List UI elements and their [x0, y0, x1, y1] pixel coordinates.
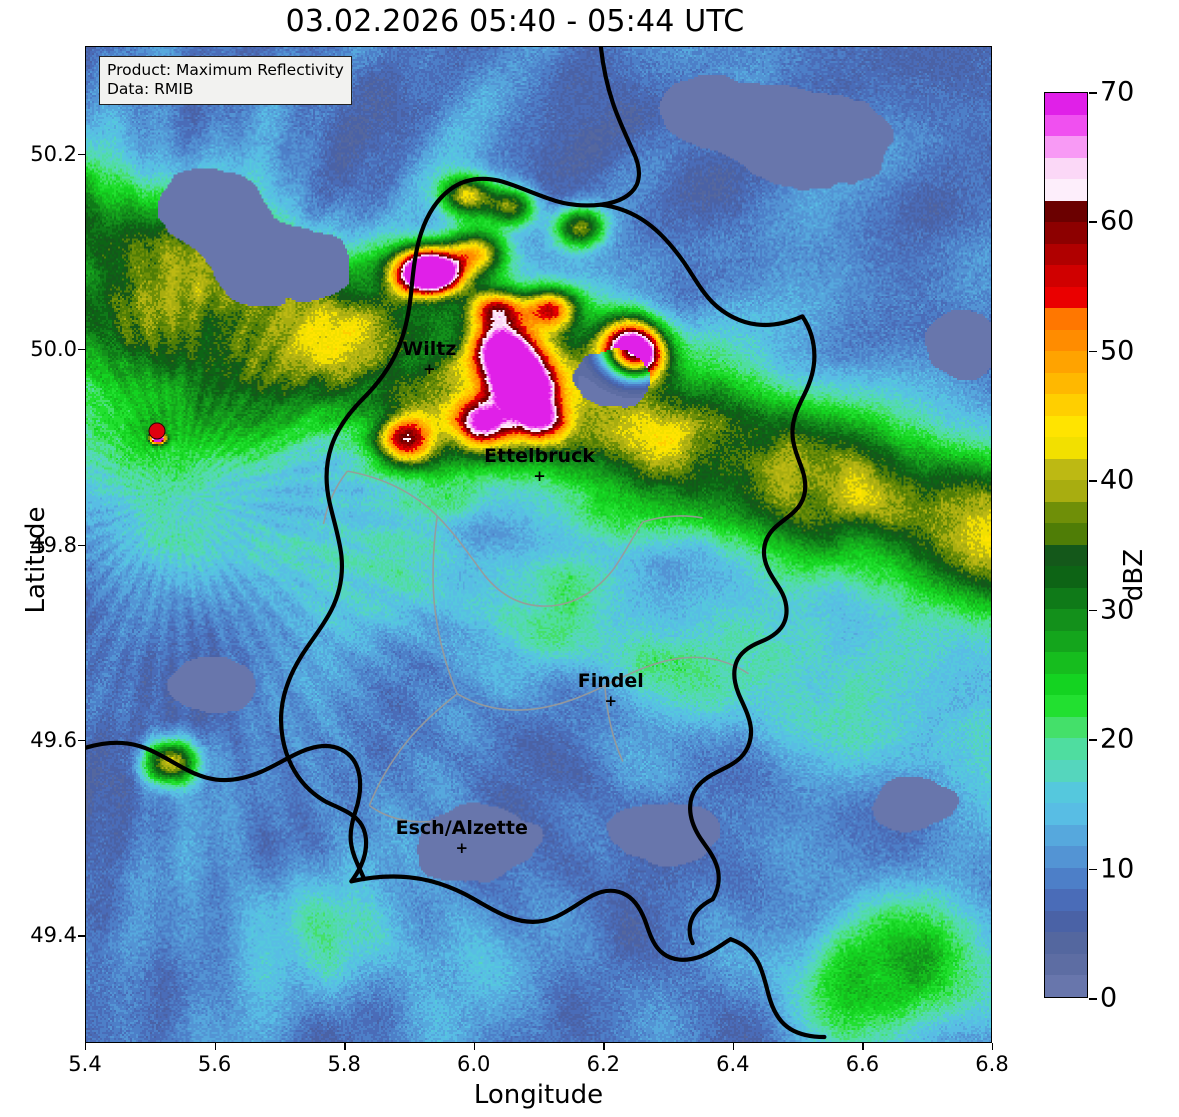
colorbar-band: [1045, 759, 1087, 782]
colorbar-band: [1045, 953, 1087, 976]
map-border-overlay: [86, 47, 827, 1040]
national-border: [86, 47, 827, 1040]
x-axis-label: Longitude: [473, 1080, 604, 1110]
colorbar-band: [1045, 437, 1087, 459]
colorbar-band: [1045, 243, 1087, 266]
colorbar-band: [1045, 609, 1087, 631]
colorbar-band: [1045, 114, 1087, 137]
colorbar-tick-label: 30: [1100, 594, 1135, 626]
colorbar-band: [1045, 738, 1087, 760]
colorbar-band: [1045, 889, 1087, 911]
x-tick-mark: [85, 1043, 87, 1050]
colorbar-band: [1045, 932, 1087, 954]
y-tick-label: 49.4: [30, 923, 77, 948]
colorbar-band: [1045, 136, 1087, 158]
radar-map-panel[interactable]: Product: Maximum Reflectivity Data: RMIB…: [85, 46, 992, 1043]
colorbar-band: [1045, 824, 1087, 847]
colorbar-tick-label: 10: [1100, 853, 1135, 885]
colorbar-tick-mark: [1089, 92, 1097, 94]
info-box: Product: Maximum Reflectivity Data: RMIB: [99, 56, 352, 105]
colorbar-band: [1045, 394, 1087, 416]
colorbar-band: [1045, 781, 1087, 804]
colorbar-band: [1045, 846, 1087, 868]
info-product-line: Product: Maximum Reflectivity: [107, 61, 344, 79]
colorbar-tick-label: 50: [1100, 335, 1135, 367]
colorbar-band: [1045, 867, 1087, 890]
colorbar-band: [1045, 351, 1087, 373]
colorbar-tick-label: 20: [1100, 723, 1135, 755]
y-axis-label: Latitude: [21, 506, 51, 614]
colorbar-band: [1045, 458, 1087, 481]
y-tick-mark: [78, 739, 85, 742]
colorbar-band: [1045, 372, 1087, 395]
x-tick-label: 5.6: [197, 1052, 232, 1076]
colorbar-tick-mark: [1089, 221, 1097, 223]
x-tick-label: 6.4: [716, 1052, 750, 1076]
colorbar-band: [1045, 501, 1087, 524]
colorbar-band: [1045, 200, 1087, 223]
colorbar-band: [1045, 523, 1087, 545]
info-data-line: Data: RMIB: [107, 79, 194, 98]
colorbar-band: [1045, 93, 1087, 115]
colorbar-band: [1045, 157, 1087, 180]
colorbar-band: [1045, 179, 1087, 201]
district-boundaries: [322, 470, 749, 823]
x-tick-label: 5.8: [327, 1052, 361, 1076]
colorbar-band: [1045, 308, 1087, 330]
x-tick-mark: [732, 1043, 735, 1050]
colorbar-tick-mark: [1089, 739, 1097, 741]
x-tick-label: 5.4: [68, 1052, 102, 1076]
y-tick-mark: [78, 349, 85, 351]
x-tick-mark: [214, 1043, 216, 1050]
colorbar-band: [1045, 566, 1087, 588]
colorbar-band: [1045, 265, 1087, 287]
colorbar-tick-label: 60: [1100, 205, 1135, 237]
page-title: 03.02.2026 05:40 - 05:44 UTC: [285, 4, 745, 39]
colorbar-band: [1045, 480, 1087, 502]
colorbar-band: [1045, 329, 1087, 352]
colorbar-tick-mark: [1089, 868, 1097, 871]
colorbar-tick-mark: [1089, 998, 1097, 1000]
y-tick-mark: [78, 544, 85, 546]
x-tick-label: 6.0: [457, 1052, 491, 1076]
radar-station-marker-icon: [148, 422, 166, 440]
colorbar-band: [1045, 222, 1087, 244]
colorbar-band: [1045, 975, 1087, 997]
y-tick-label: 50.0: [30, 337, 77, 361]
x-tick-mark: [992, 1043, 994, 1050]
x-tick-mark: [862, 1043, 864, 1050]
x-tick-mark: [603, 1043, 605, 1050]
colorbar-band: [1045, 544, 1087, 567]
x-tick-label: 6.6: [845, 1052, 880, 1076]
y-tick-mark: [78, 935, 85, 937]
colorbar-band: [1045, 673, 1087, 696]
x-tick-label: 6.2: [586, 1052, 620, 1076]
y-tick-mark: [78, 153, 85, 155]
y-tick-label: 49.6: [30, 727, 77, 752]
colorbar-band: [1045, 630, 1087, 653]
colorbar-tick-mark: [1089, 350, 1097, 353]
x-tick-mark: [344, 1043, 346, 1050]
colorbar-tick-mark: [1089, 609, 1097, 612]
colorbar-tick-mark: [1089, 480, 1097, 482]
colorbar-band: [1045, 695, 1087, 717]
colorbar-band: [1045, 652, 1087, 674]
y-tick-label: 49.8: [30, 532, 77, 557]
colorbar-band: [1045, 286, 1087, 309]
x-tick-label: 6.8: [975, 1052, 1009, 1076]
colorbar-tick-label: 70: [1100, 76, 1135, 108]
colorbar-band: [1045, 910, 1087, 933]
colorbar-tick-label: 40: [1100, 464, 1135, 496]
colorbar-band: [1045, 415, 1087, 438]
colorbar-band: [1045, 716, 1087, 739]
colorbar-band: [1045, 587, 1087, 610]
colorbar[interactable]: [1044, 92, 1088, 998]
colorbar-tick-label: 0: [1100, 982, 1118, 1014]
x-tick-mark: [473, 1043, 476, 1050]
radar-reflectivity-layer: [86, 47, 991, 1042]
y-tick-label: 50.2: [30, 141, 77, 166]
colorbar-band: [1045, 803, 1087, 825]
